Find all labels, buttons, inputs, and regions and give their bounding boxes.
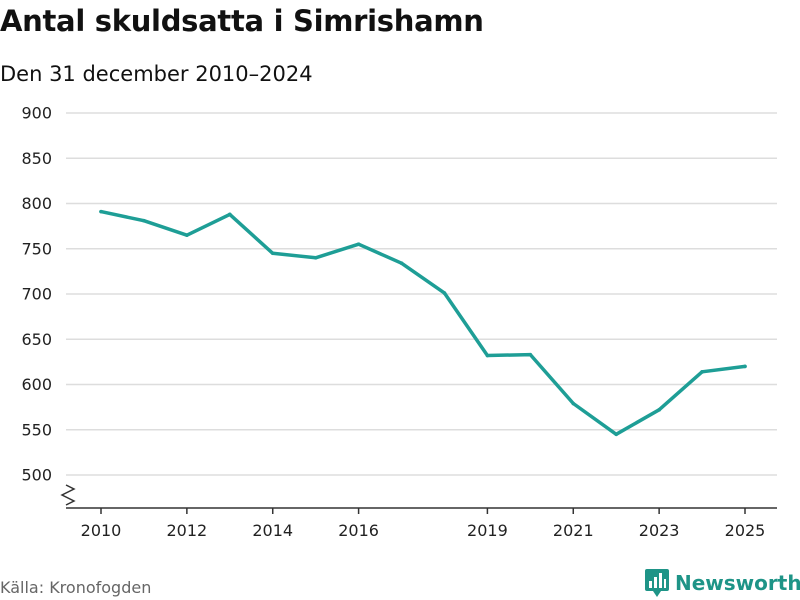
y-tick-label: 600 (21, 375, 52, 394)
data-point (485, 353, 490, 358)
newsworthy-logo-icon (645, 569, 669, 597)
x-tick-label: 2012 (167, 521, 208, 540)
y-tick-label: 550 (21, 420, 52, 439)
x-axis-tick-labels: 2010 2012 2014 2016 2019 2021 2023 2025 (81, 508, 766, 540)
y-tick-label: 650 (21, 330, 52, 349)
brand-name: Newsworthy (675, 571, 800, 595)
data-point (185, 233, 189, 237)
y-tick-label: 750 (21, 239, 52, 258)
data-point (700, 370, 704, 374)
data-point (743, 364, 747, 369)
x-tick-label: 2023 (639, 521, 680, 540)
data-point (399, 261, 404, 266)
x-tick-label: 2021 (553, 521, 594, 540)
x-axis (60, 484, 777, 509)
data-point (614, 432, 618, 437)
brand: Newsworthy (645, 569, 800, 597)
axis-break-marker (60, 484, 76, 506)
data-point (142, 218, 146, 223)
chart-title: Antal skuldsatta i Simrishamn (0, 4, 484, 38)
data-point (228, 212, 232, 217)
x-tick-label: 2019 (467, 521, 508, 540)
y-tick-label: 800 (21, 194, 52, 213)
x-tick-label: 2014 (252, 521, 293, 540)
chart-subtitle: Den 31 december 2010–2024 (0, 62, 313, 86)
series-layer (99, 209, 747, 437)
y-tick-label: 500 (21, 466, 52, 485)
source-note: Källa: Kronofogden (0, 578, 152, 597)
x-tick-label: 2010 (81, 521, 122, 540)
series-line (99, 209, 747, 437)
y-tick-label: 850 (21, 149, 52, 168)
data-point (528, 352, 533, 357)
data-point (313, 255, 318, 260)
data-point (657, 408, 661, 412)
y-tick-label: 900 (21, 104, 52, 123)
data-point (571, 401, 576, 406)
data-point (99, 209, 103, 214)
gridlines (66, 112, 777, 476)
data-point (270, 251, 275, 256)
y-tick-label: 700 (21, 285, 52, 304)
y-axis-tick-labels: 500 550 600 650 700 750 800 850 900 (21, 104, 52, 485)
x-tick-label: 2025 (725, 521, 766, 540)
data-point (356, 242, 361, 247)
data-point (442, 291, 447, 295)
x-tick-label: 2016 (338, 521, 379, 540)
